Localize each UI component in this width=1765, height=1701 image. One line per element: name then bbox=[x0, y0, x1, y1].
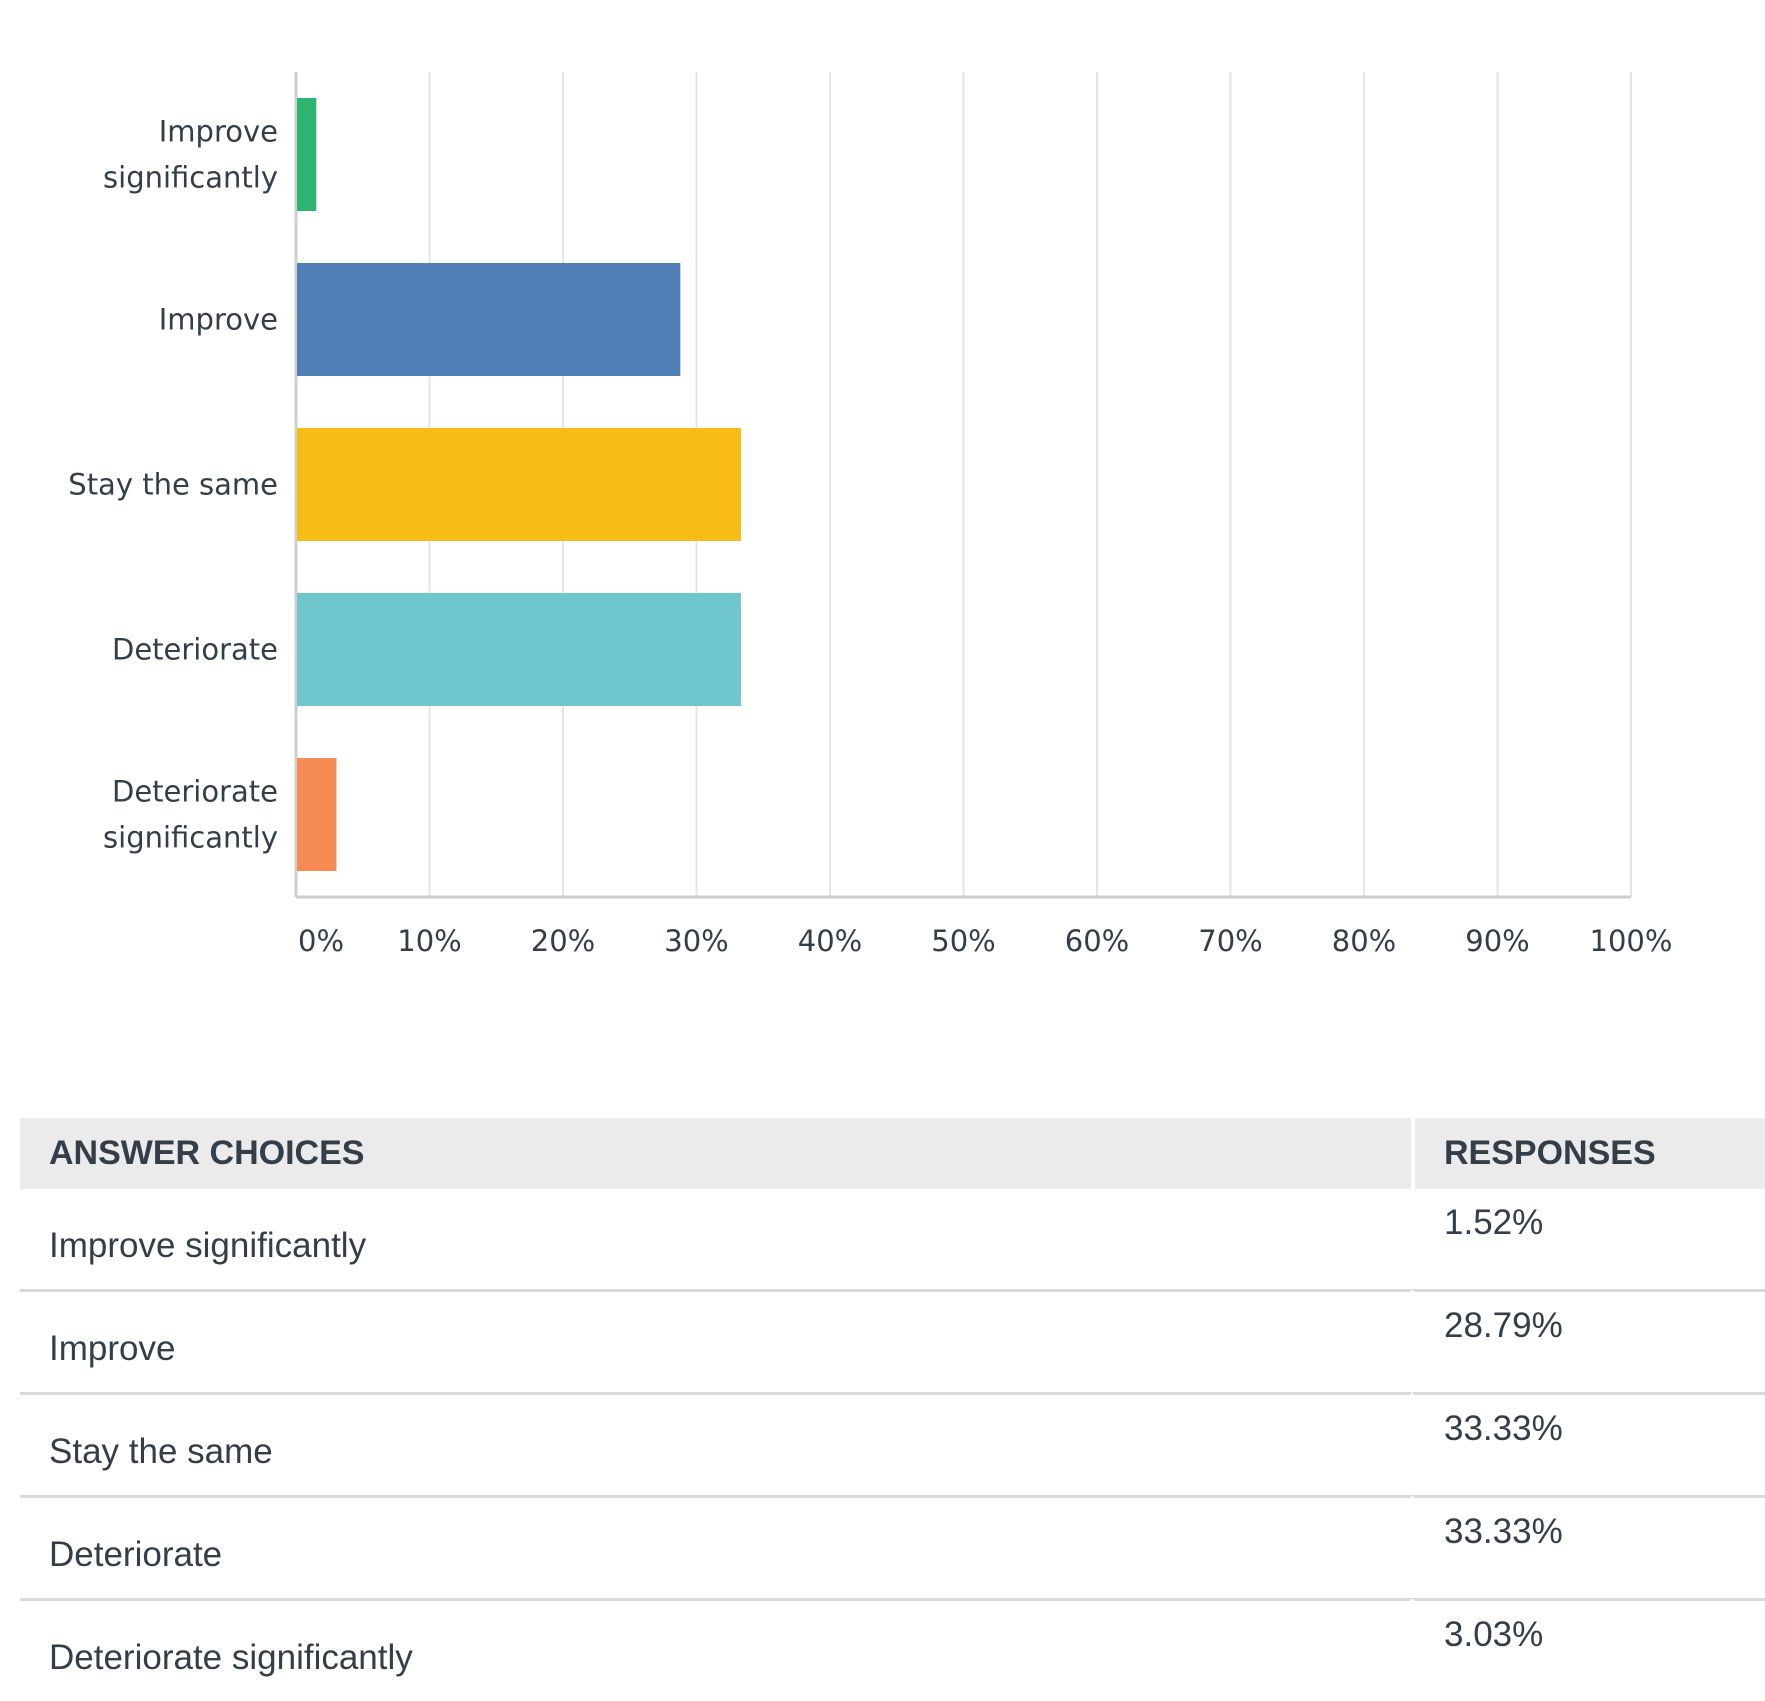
response-value: 1.52% bbox=[1411, 1189, 1765, 1289]
x-tick-label: 60% bbox=[1065, 924, 1129, 958]
category-label: Improve significantly bbox=[103, 115, 278, 195]
x-tick-label: 40% bbox=[798, 924, 862, 958]
x-tick-label: 80% bbox=[1332, 924, 1396, 958]
category-label: Deteriorate bbox=[112, 633, 278, 667]
answer-choice: Improve bbox=[20, 1289, 1411, 1392]
table-row: Deteriorate 33.33% bbox=[20, 1495, 1765, 1598]
bar bbox=[297, 758, 337, 871]
category-label: Deteriorate significantly bbox=[103, 775, 278, 855]
x-tick-label: 30% bbox=[664, 924, 728, 958]
x-tick-label: 100% bbox=[1590, 924, 1673, 958]
bar bbox=[297, 428, 741, 541]
bar bbox=[297, 98, 317, 211]
table-row: Stay the same 33.33% bbox=[20, 1392, 1765, 1495]
response-value: 33.33% bbox=[1411, 1392, 1765, 1495]
x-tick-label: 50% bbox=[931, 924, 995, 958]
header-answer-choices: ANSWER CHOICES bbox=[20, 1118, 1411, 1189]
table-row: Deteriorate significantly 3.03% bbox=[20, 1598, 1765, 1701]
response-value: 33.33% bbox=[1411, 1495, 1765, 1598]
bar bbox=[297, 263, 681, 376]
answer-choice: Stay the same bbox=[20, 1392, 1411, 1495]
category-label: Stay the same bbox=[68, 468, 278, 502]
answer-choice: Improve significantly bbox=[49, 1226, 367, 1265]
category-label: Improve bbox=[159, 303, 278, 337]
bar bbox=[297, 593, 741, 706]
x-tick-label: 0% bbox=[298, 924, 344, 958]
x-tick-label: 90% bbox=[1465, 924, 1529, 958]
x-tick-label: 20% bbox=[531, 924, 595, 958]
header-responses: RESPONSES bbox=[1411, 1118, 1765, 1189]
answer-choice: Deteriorate bbox=[20, 1495, 1411, 1598]
table-row: Improve significantly 1.52% bbox=[20, 1189, 1765, 1289]
response-value: 28.79% bbox=[1411, 1289, 1765, 1392]
bar-chart: 0% 10% 20% 30% 40% 50% 60% 70% 80% 90% 100% Improve… bbox=[68, 72, 1673, 958]
x-tick-label: 10% bbox=[397, 924, 461, 958]
response-value: 3.03% bbox=[1411, 1598, 1765, 1701]
table-row: Improve 28.79% bbox=[20, 1289, 1765, 1392]
responses-table: ANSWER CHOICES RESPONSES Improve signifi… bbox=[20, 1118, 1765, 1701]
x-tick-label: 70% bbox=[1198, 924, 1262, 958]
answer-choice: Deteriorate significantly bbox=[20, 1598, 1411, 1701]
table-header-row: ANSWER CHOICES RESPONSES bbox=[20, 1118, 1765, 1189]
